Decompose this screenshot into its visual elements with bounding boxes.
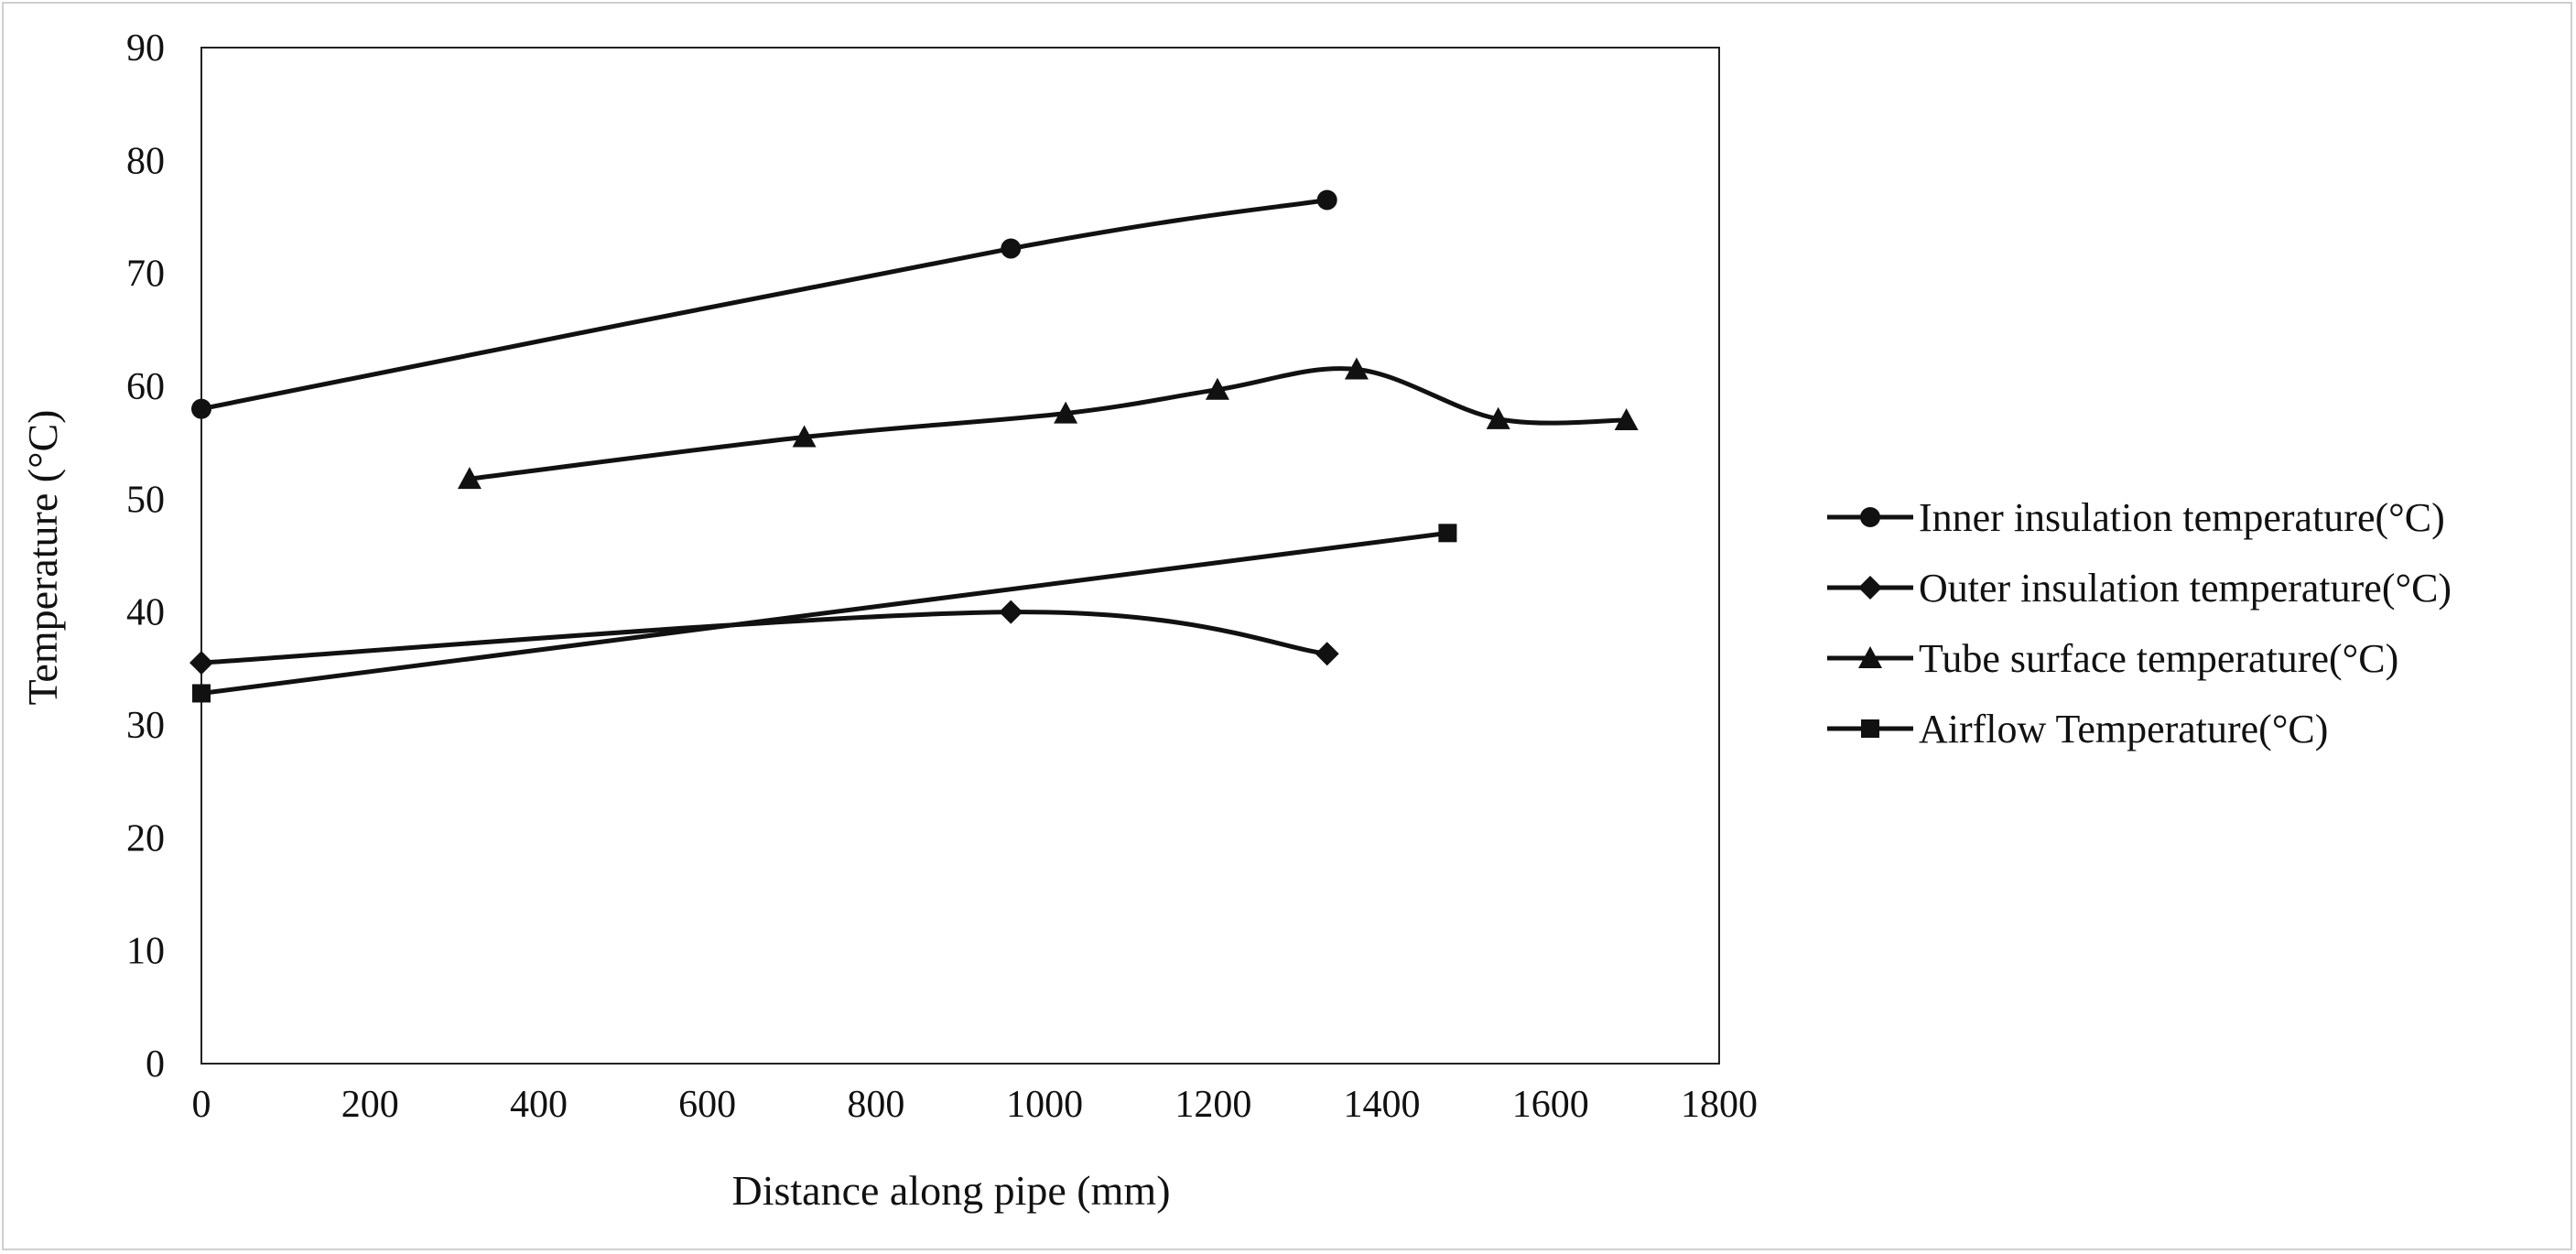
legend-marker-circle bbox=[1860, 507, 1880, 527]
data-point-diamond bbox=[189, 651, 213, 676]
x-axis-title: Distance along pipe (mm) bbox=[731, 1167, 1170, 1214]
legend-label: Tube surface temperature(°C) bbox=[1919, 636, 2398, 681]
x-tick-label: 1000 bbox=[1006, 1084, 1083, 1126]
y-tick-label: 60 bbox=[126, 366, 165, 408]
series-square bbox=[192, 524, 1457, 703]
series-line bbox=[200, 610, 1328, 665]
data-point-triangle bbox=[1614, 408, 1639, 431]
legend-label: Outer insulation temperature(°C) bbox=[1919, 566, 2452, 611]
y-tick-label: 20 bbox=[126, 817, 165, 859]
y-axis-title: Temperature (°C) bbox=[19, 410, 66, 706]
legend-entry: Outer insulation temperature(°C) bbox=[1827, 566, 2452, 611]
legend-entry: Inner insulation temperature(°C) bbox=[1827, 495, 2445, 540]
x-tick-label: 600 bbox=[678, 1084, 736, 1126]
data-point-diamond bbox=[999, 600, 1023, 624]
legend-entry: Airflow Temperature(°C) bbox=[1827, 707, 2328, 751]
data-point-triangle bbox=[1486, 406, 1510, 429]
x-tick-label: 1200 bbox=[1174, 1084, 1251, 1126]
x-tick-label: 800 bbox=[847, 1084, 904, 1126]
data-point-diamond bbox=[1315, 642, 1339, 666]
series-line bbox=[200, 198, 1328, 412]
x-tick-label: 400 bbox=[510, 1084, 568, 1126]
legend-entry: Tube surface temperature(°C) bbox=[1827, 636, 2398, 681]
y-tick-label: 0 bbox=[146, 1043, 165, 1086]
series-line bbox=[200, 530, 1448, 696]
x-tick-label: 1600 bbox=[1512, 1084, 1589, 1126]
series-line bbox=[469, 366, 1627, 481]
data-point-circle bbox=[1316, 189, 1337, 211]
data-point-triangle bbox=[1344, 357, 1369, 380]
data-point-triangle bbox=[1205, 377, 1229, 400]
data-point-circle bbox=[191, 398, 211, 419]
series-layer bbox=[189, 189, 1639, 703]
data-point-triangle bbox=[1054, 401, 1078, 424]
legend-marker-triangle bbox=[1858, 646, 1882, 669]
legend-label: Inner insulation temperature(°C) bbox=[1919, 495, 2445, 540]
x-tick-label: 200 bbox=[341, 1084, 399, 1126]
y-tick-label: 40 bbox=[126, 592, 165, 634]
series-circle bbox=[191, 189, 1337, 419]
y-tick-label: 10 bbox=[126, 931, 165, 973]
series-diamond bbox=[189, 600, 1339, 676]
x-tick-label: 1800 bbox=[1681, 1084, 1758, 1126]
y-tick-label: 50 bbox=[126, 479, 165, 521]
data-point-square bbox=[192, 684, 211, 703]
data-point-circle bbox=[1001, 238, 1022, 259]
x-tick-label: 0 bbox=[192, 1084, 211, 1126]
plot-border bbox=[200, 47, 1720, 1065]
legend-marker-diamond bbox=[1858, 576, 1882, 600]
series-triangle bbox=[457, 357, 1639, 490]
data-point-triangle bbox=[457, 467, 482, 490]
data-point-triangle bbox=[792, 425, 817, 448]
y-tick-label: 80 bbox=[126, 140, 165, 182]
legend-label: Airflow Temperature(°C) bbox=[1919, 707, 2328, 751]
x-tick-label: 1400 bbox=[1344, 1084, 1421, 1126]
plot-area bbox=[200, 47, 1720, 1065]
y-tick-label: 30 bbox=[126, 705, 165, 747]
axes: 0 200 400 600 800 1000 1200 1400 1600 1800 0 10 20 30… bbox=[126, 27, 1758, 1126]
legend-marker-square bbox=[1861, 719, 1879, 738]
data-point-square bbox=[1438, 524, 1457, 543]
y-tick-label: 90 bbox=[126, 27, 165, 70]
y-tick-label: 70 bbox=[126, 254, 165, 296]
legend: Inner insulation temperature(°C) Outer in… bbox=[1827, 495, 2452, 751]
